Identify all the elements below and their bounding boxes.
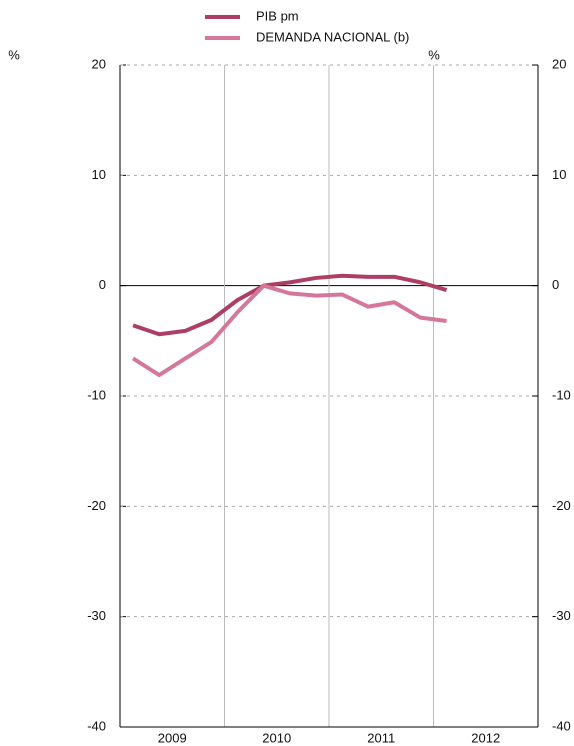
legend-label: DEMANDA NACIONAL (b) — [256, 29, 409, 44]
x-tick-label: 2012 — [471, 730, 500, 745]
y-tick-label: -10 — [87, 387, 106, 402]
y2-tick-label: -40 — [552, 718, 571, 733]
y2-tick-label: 0 — [552, 277, 559, 292]
y-tick-label: 20 — [92, 56, 106, 71]
y2-tick-label: 20 — [552, 56, 566, 71]
legend-label: PIB pm — [256, 8, 299, 23]
y2-axis-label: % — [428, 47, 440, 62]
series-line — [131, 283, 447, 378]
x-tick-label: 2011 — [367, 730, 395, 745]
y-tick-label: 0 — [99, 277, 106, 292]
y2-tick-label: 10 — [552, 167, 566, 182]
y-tick-label: -40 — [87, 718, 106, 733]
y-tick-label: -30 — [87, 608, 106, 623]
y2-tick-label: -10 — [552, 387, 571, 402]
y-tick-label: 10 — [92, 167, 106, 182]
y-tick-label: -20 — [87, 498, 106, 513]
series-line — [132, 273, 448, 337]
y2-tick-label: -20 — [552, 498, 571, 513]
y2-tick-label: -30 — [552, 608, 571, 623]
y-axis-label: % — [8, 47, 20, 62]
x-tick-label: 2010 — [262, 730, 291, 745]
x-tick-label: 2009 — [158, 730, 187, 745]
